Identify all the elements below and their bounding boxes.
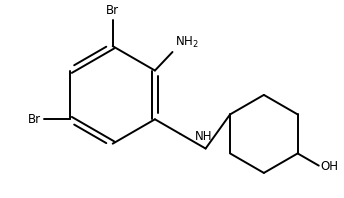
- Text: Br: Br: [28, 113, 41, 126]
- Text: Br: Br: [106, 4, 119, 17]
- Text: NH: NH: [195, 130, 212, 143]
- Text: OH: OH: [321, 160, 339, 173]
- Text: NH$_2$: NH$_2$: [175, 35, 199, 50]
